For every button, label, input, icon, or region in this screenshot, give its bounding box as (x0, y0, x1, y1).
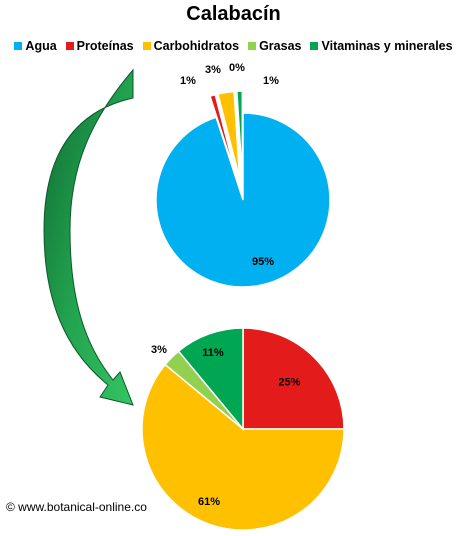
legend-swatch (14, 42, 23, 50)
legend-label: Proteínas (76, 39, 134, 53)
legend-swatch (142, 42, 151, 50)
copyright-notice: © www.botanical-online.co (6, 500, 147, 514)
legend-item: Grasas (248, 39, 301, 53)
legend-item: Agua (14, 39, 57, 53)
pie-slice-carbohidratos (141, 363, 345, 531)
pie-slice-vitaminas-y-minerales (177, 327, 244, 432)
data-label: 3% (205, 64, 221, 76)
legend-item: Carbohidratos (142, 39, 240, 53)
pie-chart-bottom: 25% 61% 3% 11% (141, 327, 345, 531)
pie-slice-proteínas (242, 327, 345, 430)
data-label: 25% (278, 376, 300, 388)
legend-label: Carbohidratos (153, 39, 240, 53)
legend-label: Agua (25, 39, 57, 53)
data-label: 95% (252, 256, 274, 268)
legend-item: Proteínas (65, 39, 134, 53)
legend-item: Vitaminas y minerales (310, 39, 453, 53)
curved-arrow (43, 68, 134, 406)
pie-chart-top: 95% 1% 3% 0% 1% (155, 62, 331, 288)
data-label: 1% (263, 75, 279, 87)
legend-swatch (65, 42, 74, 50)
pie-slice-vitaminas-y-minerales (236, 90, 244, 179)
chart-title: Calabacín (186, 3, 281, 25)
data-label: 3% (151, 344, 167, 356)
data-label: 61% (198, 496, 220, 508)
data-label: 11% (202, 347, 224, 359)
data-label: 0% (229, 62, 245, 74)
data-label: 1% (180, 75, 196, 87)
pie-slice-carbohidratos (217, 90, 241, 179)
legend: Agua Proteínas Carbohidratos Grasas Vitamina… (0, 39, 467, 53)
legend-swatch (248, 42, 257, 50)
legend-label: Vitaminas y minerales (321, 39, 453, 53)
legend-swatch (310, 42, 319, 50)
pie-slice-proteínas (209, 93, 238, 180)
pie-slice-agua (155, 112, 331, 288)
legend-label: Grasas (259, 39, 302, 53)
